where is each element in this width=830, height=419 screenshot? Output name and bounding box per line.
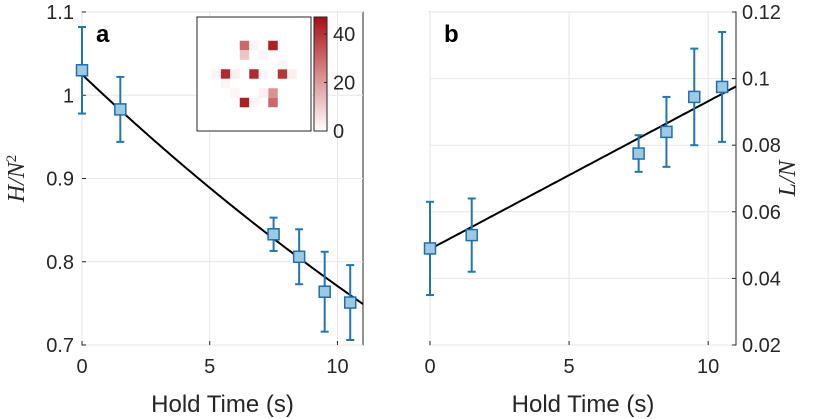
a-x-tick-label: 0 [76, 356, 87, 378]
inset-heatmap-pixel [268, 97, 278, 108]
inset-heatmap-pixel [277, 69, 288, 79]
b-y-tick-label: 0.04 [742, 268, 781, 290]
panel-b-x-axis-label: Hold Time (s) [512, 391, 655, 418]
a-y-tick-label: 1 [63, 85, 74, 107]
a-x-tick-label: 5 [204, 356, 215, 378]
b-data-marker [423, 242, 437, 255]
inset-heatmap-pixel [268, 40, 278, 51]
colorbar-tick-label: 40 [333, 24, 355, 46]
a-y-tick-label: 0.7 [46, 335, 74, 357]
panel-b-axes-frame [429, 11, 737, 346]
panel-a-label: a [96, 21, 110, 48]
panel-a-x-axis-label: Hold Time (s) [151, 391, 294, 418]
inset-heatmap-pixel [258, 69, 269, 79]
inset-heatmap-pixel [239, 97, 250, 108]
panel-b-grid [429, 11, 736, 346]
panel-b-data-points [423, 30, 729, 297]
b-data-marker [660, 125, 673, 139]
a-data-marker [75, 64, 89, 77]
inset-heatmap-pixel [230, 88, 240, 98]
panel-b-y-axis-label: L/N [775, 159, 801, 198]
a-data-marker [318, 285, 331, 298]
b-y-tick-label: 0.08 [742, 135, 781, 157]
inset-heatmap-pixel [249, 69, 259, 79]
inset-heatmap: 0 20 40 [196, 16, 355, 143]
colorbar-tick-label: 0 [333, 121, 344, 143]
panel-b: 0 5 10 0.02 0.04 0.06 0.08 0.1 0.12 b Hold Time … [423, 2, 801, 418]
b-data-marker [715, 80, 729, 94]
b-data-marker [465, 228, 478, 242]
panel-b-label: b [444, 21, 459, 48]
b-y-tick-label: 0.06 [742, 202, 781, 224]
b-data-marker [688, 90, 701, 104]
a-x-tick-label: 10 [326, 356, 348, 378]
b-y-tick-label: 0.12 [742, 2, 781, 24]
panel-a-y-axis-label-exponent: 2 [4, 155, 20, 163]
inset-heatmap-pixel [211, 69, 221, 79]
panel-a-fit-curve [81, 73, 364, 305]
inset-heatmap-pixel [287, 69, 297, 79]
inset-heatmap-pixel [249, 97, 259, 108]
inset-heatmap-pixel [239, 50, 250, 60]
inset-heatmap-pixel [230, 69, 240, 79]
b-y-tick-label: 0.1 [742, 69, 770, 91]
inset-heatmap-pixel [258, 50, 269, 60]
inset-heatmap-pixel [249, 40, 259, 51]
b-x-tick-label: 10 [697, 356, 719, 378]
panel-a: 0 5 10 0.7 0.8 0.9 1 1.1 a Hold Time (s) H/N2 0… [4, 2, 364, 418]
panel-b-fit-line [429, 85, 737, 250]
a-data-marker [343, 296, 357, 309]
b-x-tick-label: 5 [564, 356, 575, 378]
inset-heatmap-pixel [258, 88, 269, 98]
inset-heatmap-pixel [239, 40, 250, 51]
b-x-tick-label: 0 [424, 356, 435, 378]
inset-heatmap-pixel [268, 88, 278, 98]
a-data-marker [292, 250, 306, 264]
colorbar-tick-label: 20 [333, 72, 355, 94]
colorbar [313, 16, 328, 132]
inset-heatmap-pixels [211, 40, 297, 108]
inset-heatmap-pixel [220, 78, 231, 89]
a-y-tick-label: 0.8 [46, 252, 74, 274]
b-data-marker [632, 147, 645, 160]
inset-heatmap-pixel [277, 59, 288, 70]
panel-a-y-axis-label: H/N2 [4, 155, 30, 204]
panel-a-data-points [75, 25, 357, 342]
colorbar-ticks: 0 20 40 [324, 24, 355, 143]
a-data-marker [114, 103, 127, 116]
a-y-tick-label: 0.9 [46, 169, 74, 191]
panel-a-y-axis-label-base: H/N [4, 160, 30, 203]
b-y-tick-label: 0.02 [742, 335, 781, 357]
panel-b-ticks: 0 5 10 0.02 0.04 0.06 0.08 0.1 0.12 [424, 2, 781, 378]
a-y-tick-label: 1.1 [46, 2, 74, 24]
panel-a-ticks: 0 5 10 0.7 0.8 0.9 1 1.1 [46, 2, 348, 378]
a-data-marker [267, 228, 280, 241]
inset-heatmap-pixel [220, 69, 231, 79]
